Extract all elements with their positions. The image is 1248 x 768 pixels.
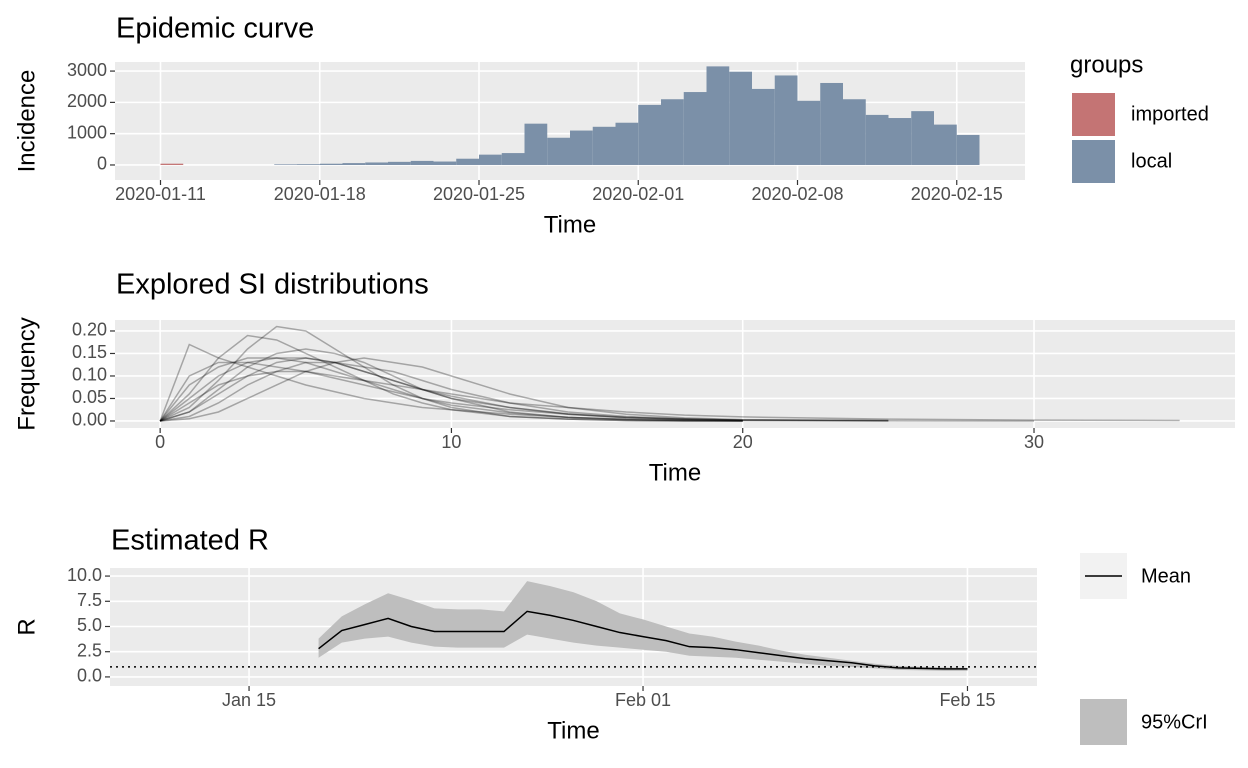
y-tick-label: 3000 [67, 60, 107, 80]
line [318, 610, 968, 670]
y-tick-label: 2.5 [77, 640, 102, 660]
bar [661, 99, 684, 165]
x-tick-label: 2020-01-18 [274, 184, 366, 204]
bar [501, 153, 525, 165]
x-axis-title: Time [649, 459, 701, 486]
bar [479, 154, 502, 165]
y-tick-label: 10.0 [67, 565, 102, 585]
x-tick-label: 0 [155, 432, 165, 452]
line [159, 325, 743, 422]
bar [274, 164, 297, 165]
y-axis-title: R [13, 618, 40, 635]
bar [729, 71, 752, 165]
y-tick-label: 1000 [67, 122, 107, 142]
y-tick-label: 0.10 [72, 365, 107, 385]
bar [592, 126, 616, 165]
y-tick-label: 2000 [67, 91, 107, 111]
chart-title: Estimated R [111, 525, 269, 557]
bar [706, 66, 730, 165]
line [159, 348, 743, 422]
bar [888, 118, 912, 165]
y-tick-label: 0.05 [72, 387, 107, 407]
bar [911, 111, 934, 165]
legend-label: imported [1131, 103, 1209, 125]
bar [160, 163, 184, 165]
legend-key [1080, 699, 1127, 745]
line [159, 357, 743, 422]
bar [319, 163, 343, 165]
y-axis-title: Frequency [13, 317, 40, 430]
line [160, 357, 889, 422]
legend-title: groups [1070, 51, 1143, 78]
chart-title: Explored SI distributions [116, 269, 429, 301]
x-tick-label: Jan 15 [222, 690, 276, 710]
bar [410, 160, 434, 165]
x-axis-title: Time [544, 211, 596, 238]
line [159, 370, 1180, 422]
y-axis-title: Incidence [13, 70, 40, 173]
legend-label: Mean [1141, 565, 1191, 587]
ci-band [318, 581, 968, 671]
bar [615, 122, 639, 165]
x-tick-label: 2020-02-08 [751, 184, 843, 204]
line [159, 357, 1035, 422]
line [159, 343, 743, 422]
y-tick-label: 0.0 [77, 666, 102, 686]
bar [433, 161, 457, 165]
x-tick-label: Feb 01 [615, 690, 671, 710]
bar [797, 100, 821, 165]
bar [524, 123, 548, 165]
bar [456, 158, 479, 165]
legend-key [1072, 140, 1115, 183]
bar [934, 124, 957, 165]
legend-label: local [1131, 150, 1172, 172]
x-tick-label: 30 [1024, 432, 1044, 452]
bar [683, 92, 707, 165]
bar [388, 161, 411, 165]
y-tick-label: 0.20 [72, 320, 107, 340]
bar [843, 99, 866, 165]
x-tick-label: 2020-01-11 [115, 184, 206, 204]
line [160, 361, 889, 422]
x-tick-label: 2020-01-25 [433, 184, 525, 204]
y-tick-label: 5.0 [77, 615, 102, 635]
y-tick-label: 7.5 [77, 590, 102, 610]
bar [820, 82, 843, 165]
x-tick-label: 20 [733, 432, 753, 452]
bar [342, 163, 366, 165]
y-tick-label: 0.15 [72, 342, 107, 362]
line [159, 361, 743, 422]
bar [752, 88, 775, 165]
bar [570, 130, 593, 165]
line [159, 334, 743, 422]
bar [956, 134, 980, 165]
legend-key [1072, 93, 1115, 136]
bar [365, 162, 388, 165]
x-tick-label: 10 [441, 432, 461, 452]
y-tick-label: 0 [97, 154, 107, 174]
panel-background [115, 320, 1235, 428]
bar [865, 114, 889, 165]
x-axis-title: Time [547, 717, 599, 744]
x-tick-label: 2020-02-01 [592, 184, 684, 204]
x-tick-label: Feb 15 [939, 690, 995, 710]
bar [774, 75, 798, 165]
y-tick-label: 0.00 [72, 410, 107, 430]
bar [297, 164, 320, 165]
bar [638, 104, 661, 165]
x-tick-label: 2020-02-15 [911, 184, 1003, 204]
chart-title: Epidemic curve [116, 13, 314, 45]
legend-label: 95%CrI [1141, 711, 1208, 733]
bar [547, 137, 570, 165]
line [159, 357, 889, 422]
